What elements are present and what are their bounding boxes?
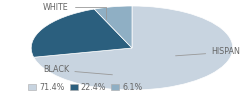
Text: BLACK: BLACK — [43, 66, 112, 75]
Legend: 71.4%, 22.4%, 6.1%: 71.4%, 22.4%, 6.1% — [28, 83, 143, 92]
Text: WHITE: WHITE — [43, 2, 106, 19]
Wedge shape — [94, 6, 132, 48]
Wedge shape — [34, 6, 233, 90]
Text: HISPANIC: HISPANIC — [176, 48, 240, 56]
Wedge shape — [31, 9, 132, 57]
